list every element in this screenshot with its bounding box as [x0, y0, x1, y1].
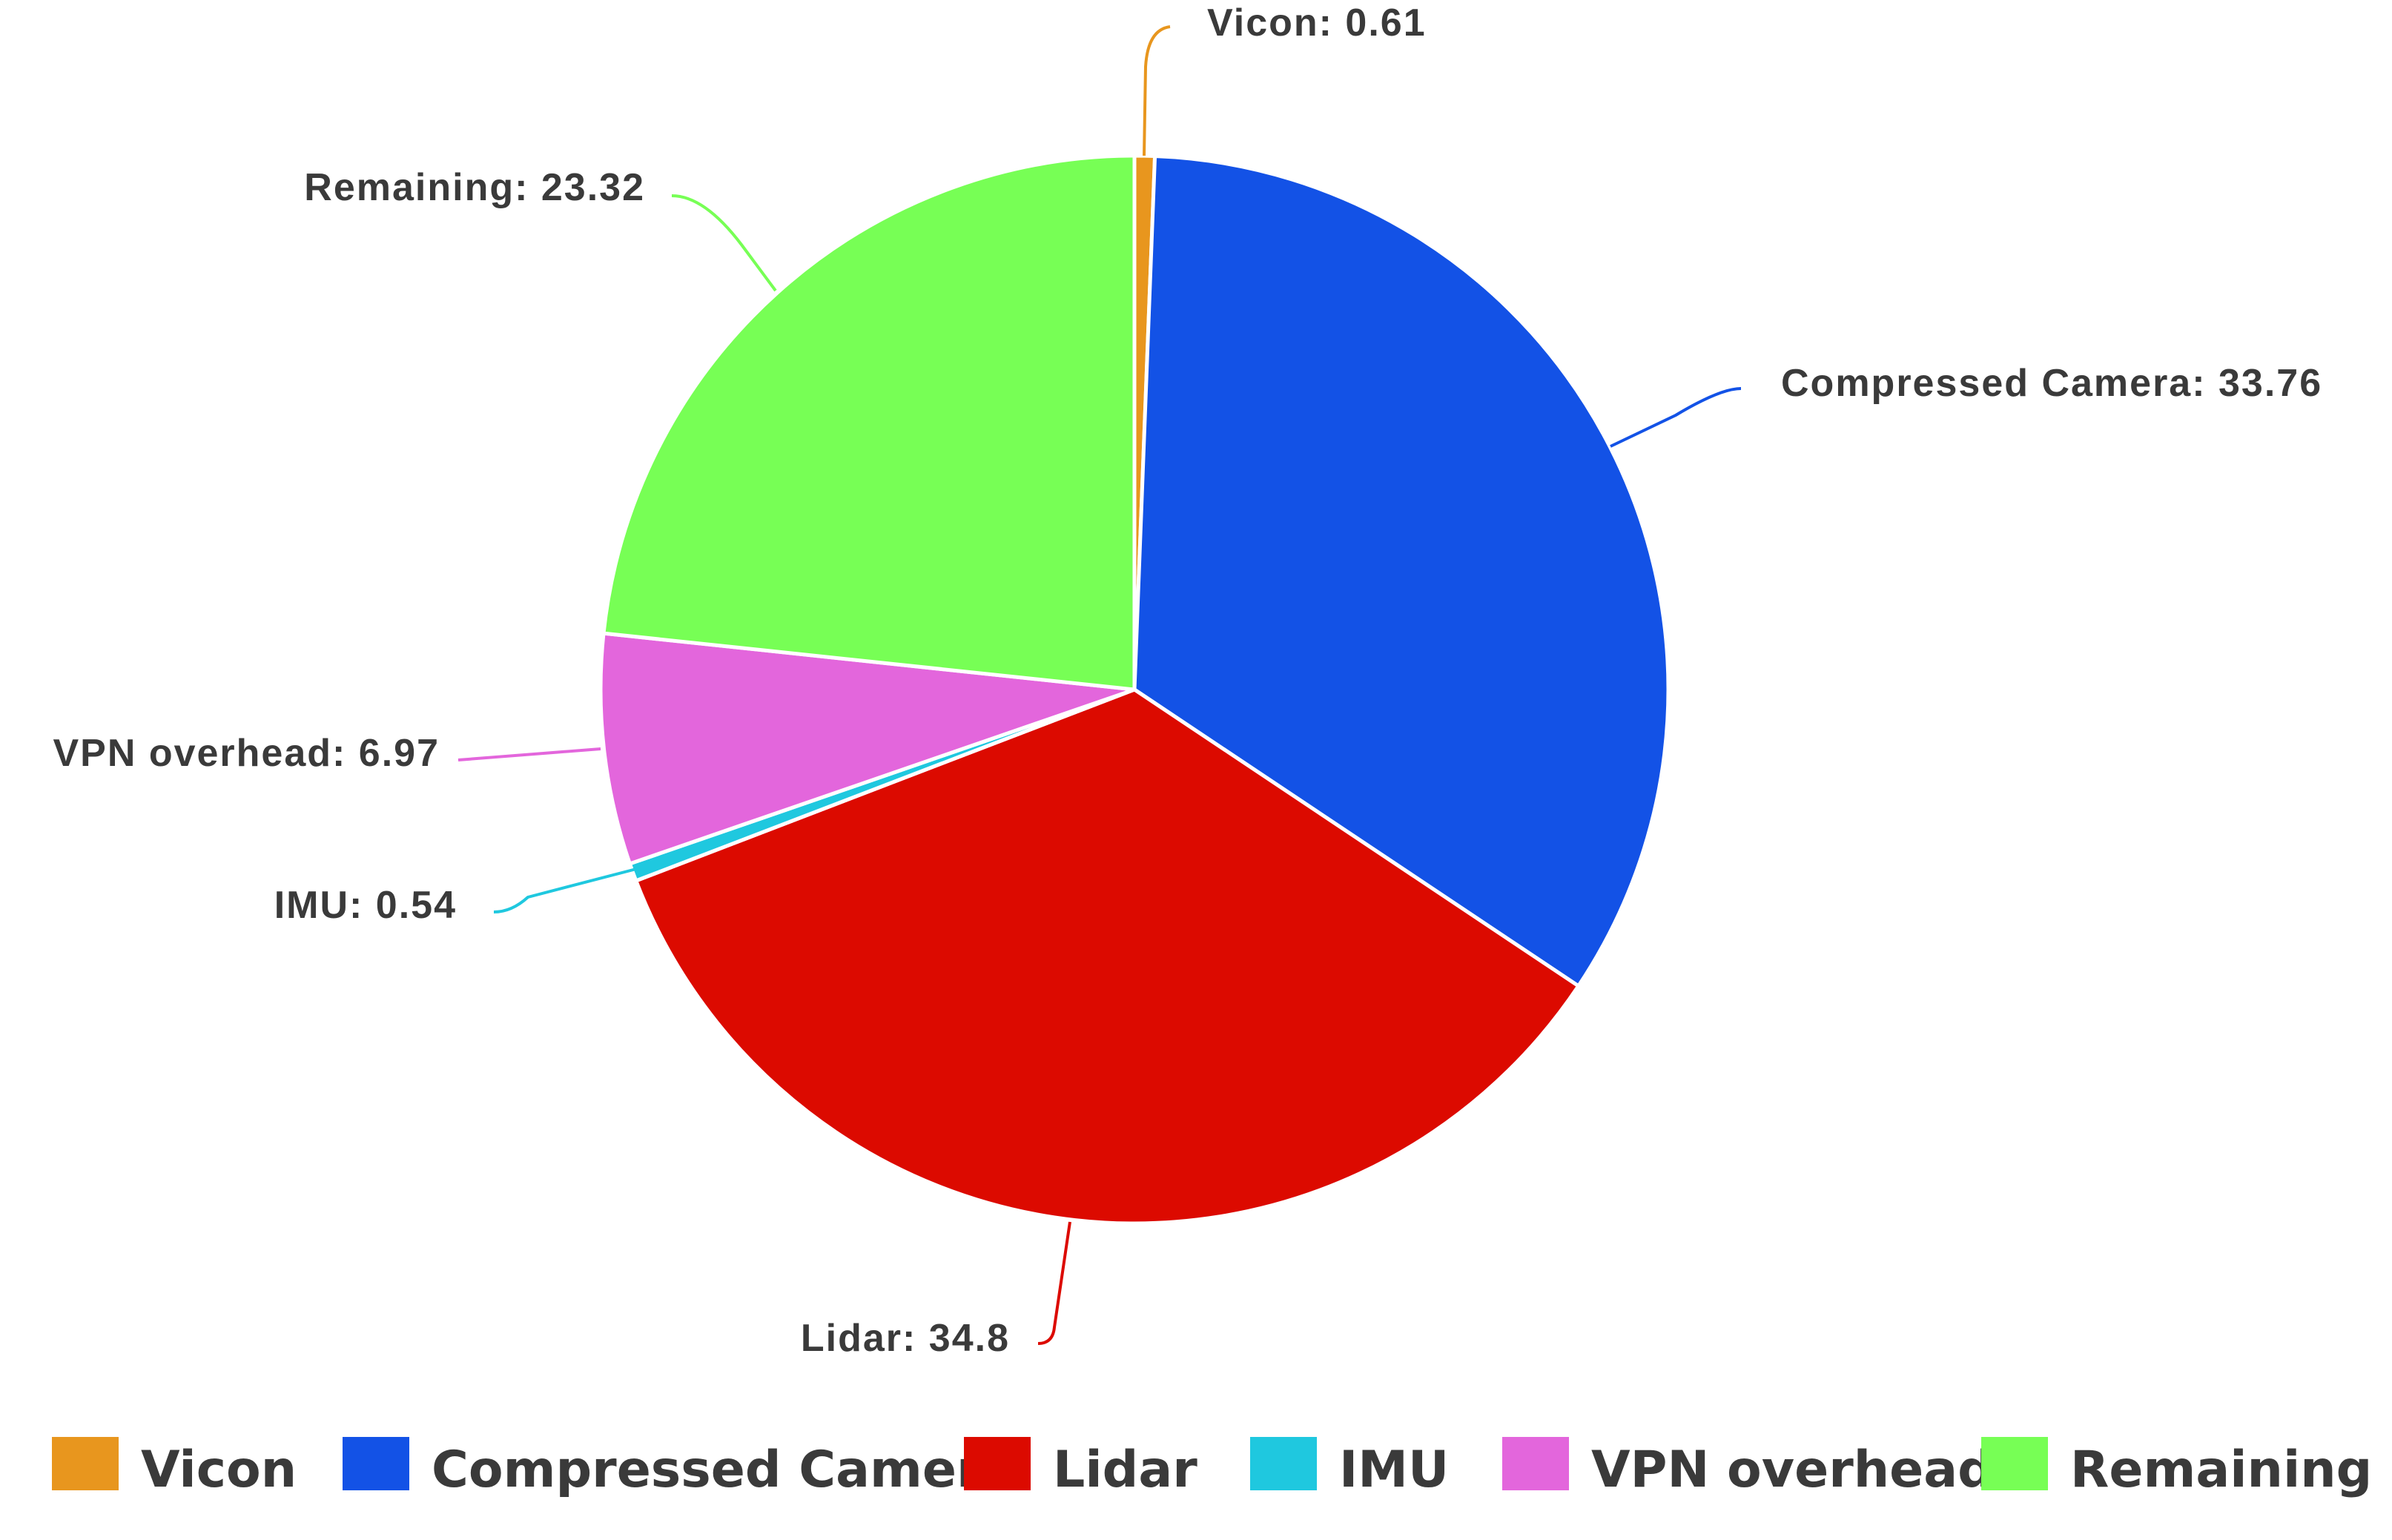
- pie-slice-remaining: [601, 153, 1137, 692]
- pie-slices: [598, 153, 1671, 1226]
- data-label-compressed-camera: Compressed Camera: 33.76: [1781, 362, 2322, 405]
- pie-slice-vpn-overhead: [598, 631, 1137, 866]
- pie-slice-lidar: [634, 687, 1581, 1226]
- legend: Vicon Compressed Camera Lidar IMU VPN overhe…: [52, 1437, 2372, 1499]
- leader-line-compressed-camera: [1610, 387, 1742, 448]
- data-label-remaining: Remaining: 23.32: [304, 166, 645, 209]
- legend-swatch-vicon: [52, 1437, 119, 1490]
- data-label-imu: IMU: 0.54: [274, 884, 457, 927]
- legend-label-lidar: Lidar: [1053, 1441, 1197, 1499]
- legend-swatch-imu: [1250, 1437, 1317, 1490]
- legend-swatch-vpn-overhead: [1502, 1437, 1569, 1490]
- legend-label-vicon: Vicon: [141, 1441, 297, 1499]
- legend-label-imu: IMU: [1339, 1441, 1449, 1499]
- slice-labels: Vicon: 0.61 Compressed Camera: 33.76 Lidar…: [53, 1, 2322, 1360]
- data-label-lidar: Lidar: 34.8: [801, 1317, 1010, 1360]
- leader-line-vpn-overhead: [457, 747, 601, 761]
- data-label-vicon: Vicon: 0.61: [1207, 1, 1427, 44]
- legend-swatch-compressed-camera: [343, 1437, 409, 1490]
- leader-lines: [457, 25, 1742, 1345]
- leader-line-lidar: [1037, 1221, 1071, 1345]
- legend-label-remaining: Remaining: [2070, 1441, 2372, 1499]
- legend-swatch-lidar: [964, 1437, 1031, 1490]
- legend-label-vpn-overhead: VPN overhead: [1591, 1441, 1994, 1499]
- leader-line-remaining: [671, 194, 777, 292]
- leader-line-imu: [493, 868, 637, 913]
- legend-label-compressed-camera: Compressed Camera: [432, 1441, 1015, 1499]
- leader-line-vicon: [1143, 25, 1171, 156]
- data-label-vpn-overhead: VPN overhead: 6.97: [53, 732, 440, 775]
- legend-swatch-remaining: [1981, 1437, 2048, 1490]
